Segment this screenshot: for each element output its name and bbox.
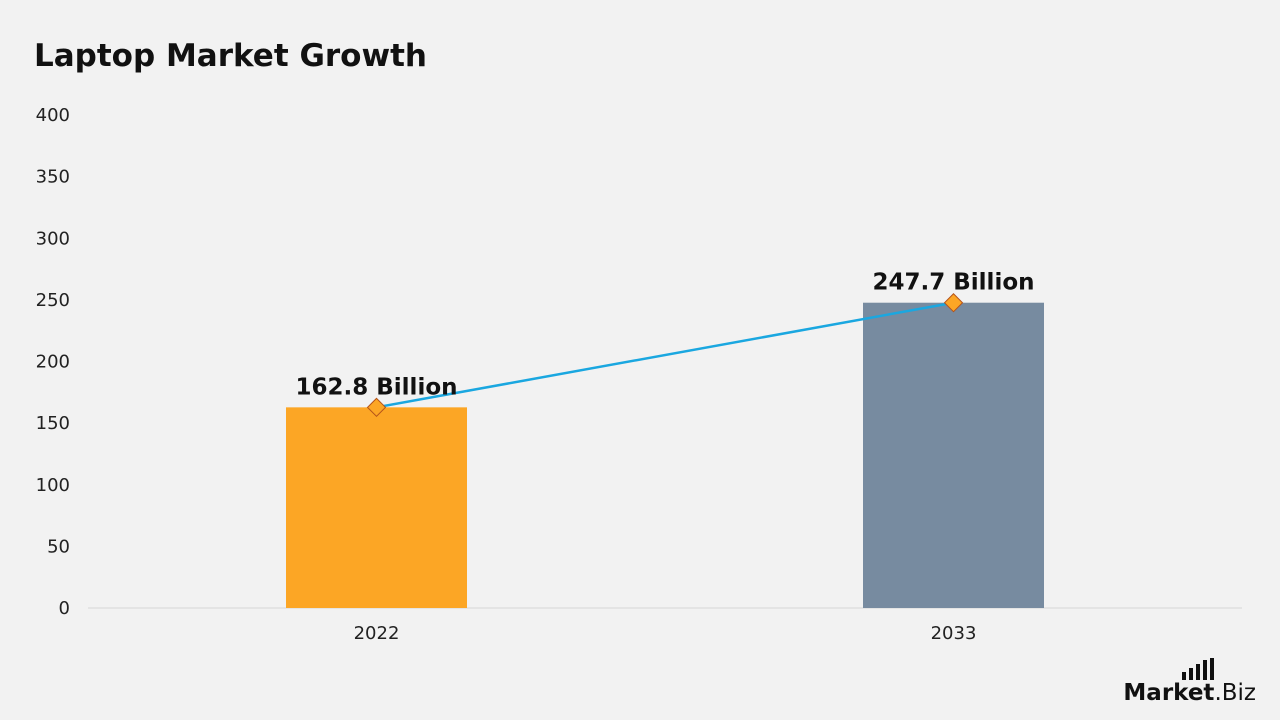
logo-tld-text: .Biz	[1214, 680, 1256, 706]
trend-marker	[366, 397, 387, 418]
x-axis-ticks: 2022 2033	[354, 623, 977, 644]
brand-logo: Market .Biz	[1123, 680, 1256, 706]
y-tick-label: 300	[36, 228, 70, 249]
y-tick-label: 250	[36, 290, 70, 311]
chart-title: Laptop Market Growth	[34, 38, 427, 74]
data-label: 162.8 Billion	[296, 374, 458, 400]
y-tick-label: 50	[47, 536, 70, 557]
logo-brand-text: Market	[1123, 680, 1215, 706]
y-tick-label: 100	[36, 475, 70, 496]
trend-line-group	[366, 293, 964, 418]
bars-group	[286, 302, 1044, 608]
y-tick-label: 0	[59, 598, 70, 619]
y-tick-label: 200	[36, 352, 70, 373]
y-tick-label: 350	[36, 167, 70, 188]
logo-bars-icon	[1182, 658, 1214, 680]
data-label: 247.7 Billion	[873, 270, 1035, 296]
x-tick-label: 2033	[931, 623, 977, 644]
y-tick-label: 400	[36, 105, 70, 126]
x-tick-label: 2022	[354, 623, 400, 644]
trend-line	[376, 301, 954, 409]
trend-marker	[943, 293, 964, 313]
bar-2033	[863, 302, 1044, 608]
bar-2022	[286, 407, 467, 608]
y-tick-label: 150	[36, 413, 70, 434]
y-axis-ticks: 0 50 100 150 200 250 300 350 400	[36, 105, 70, 619]
data-labels-group: 162.8 Billion 247.7 Billion	[296, 270, 1035, 401]
